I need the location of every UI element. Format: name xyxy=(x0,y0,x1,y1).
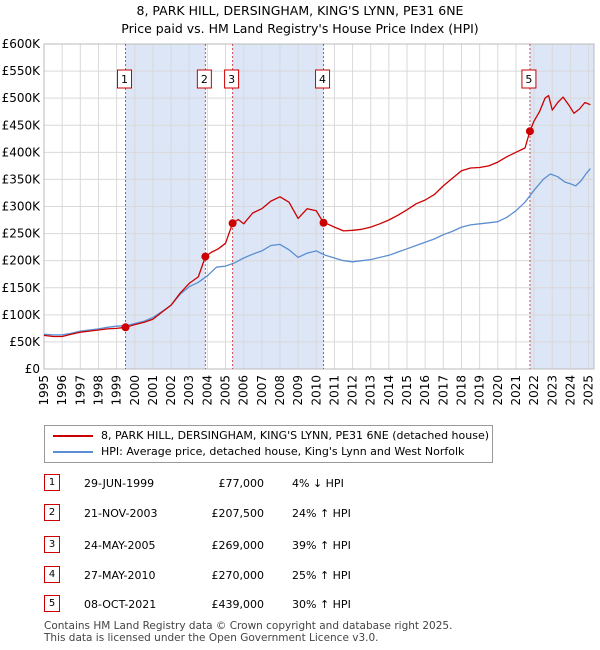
y-tick-label: £500K xyxy=(2,91,42,105)
sale-point xyxy=(319,218,328,227)
transaction-number: 5 xyxy=(44,595,60,612)
x-tick-label: 2015 xyxy=(400,375,414,406)
transaction-price: £439,000 xyxy=(211,598,265,611)
hpi-line xyxy=(43,168,591,336)
transaction-price: £207,500 xyxy=(211,507,265,520)
transaction-price: £77,000 xyxy=(218,477,265,490)
y-tick-label: £0 xyxy=(25,362,40,376)
transaction-date: 24-MAY-2005 xyxy=(84,539,156,552)
x-tick-label: 2024 xyxy=(563,375,577,406)
x-tick-label: 2016 xyxy=(418,375,432,406)
y-tick-label: £200K xyxy=(2,254,42,268)
chart-legend: 8, PARK HILL, DERSINGHAM, KING'S LYNN, P… xyxy=(44,425,493,463)
y-tick-label: £100K xyxy=(2,308,42,322)
x-tick-label: 2022 xyxy=(527,375,541,406)
sale-point xyxy=(525,127,534,136)
x-tick-label: 2021 xyxy=(509,375,523,406)
sale-number-box xyxy=(521,69,537,89)
x-tick-label: 2009 xyxy=(291,375,305,406)
transaction-hpi: 4% ↓ HPI xyxy=(292,477,344,490)
transaction-number: 4 xyxy=(44,566,60,583)
y-tick-label: £450K xyxy=(2,118,42,132)
transaction-number: 2 xyxy=(44,504,60,521)
x-tick-label: 1997 xyxy=(73,375,87,406)
y-tick-label: £250K xyxy=(2,227,42,241)
y-tick-label: £350K xyxy=(2,172,42,186)
price-paid-line xyxy=(43,94,591,338)
x-tick-label: 1995 xyxy=(37,375,51,406)
x-tick-label: 2011 xyxy=(327,375,341,406)
y-tick-label: £600K xyxy=(2,37,42,51)
footer-copyright: Contains HM Land Registry data © Crown c… xyxy=(44,620,453,632)
x-tick-label: 2020 xyxy=(491,375,505,406)
sale-number-box xyxy=(224,69,240,89)
x-tick-label: 2007 xyxy=(255,375,269,406)
sale-point xyxy=(201,252,210,261)
y-tick-label: £400K xyxy=(2,145,42,159)
x-tick-label: 2001 xyxy=(146,375,160,406)
x-tick-label: 2025 xyxy=(582,375,596,406)
transaction-hpi: 25% ↑ HPI xyxy=(292,569,351,582)
x-tick-label: 2010 xyxy=(309,375,323,406)
x-tick-label: 1996 xyxy=(55,375,69,406)
x-tick-label: 2012 xyxy=(346,375,360,406)
sale-number-label: 4 xyxy=(319,73,326,86)
x-tick-label: 1998 xyxy=(91,375,105,406)
sale-point xyxy=(228,219,237,228)
legend-label-hpi: HPI: Average price, detached house, King… xyxy=(101,445,465,458)
x-tick-label: 2005 xyxy=(219,375,233,406)
transaction-date: 21-NOV-2003 xyxy=(84,507,158,520)
transaction-date: 08-OCT-2021 xyxy=(84,598,157,611)
legend-item-hpi: HPI: Average price, detached house, King… xyxy=(53,444,464,460)
sale-number-label: 2 xyxy=(201,73,208,86)
transaction-number: 3 xyxy=(44,536,60,553)
x-tick-label: 2002 xyxy=(164,375,178,406)
legend-swatch-price xyxy=(53,435,93,437)
x-tick-label: 2003 xyxy=(182,375,196,406)
x-tick-label: 2023 xyxy=(545,375,559,406)
transaction-date: 27-MAY-2010 xyxy=(84,569,156,582)
sale-number-label: 3 xyxy=(228,73,235,86)
sale-number-box xyxy=(196,69,212,89)
x-tick-label: 1999 xyxy=(110,375,124,406)
x-tick-label: 2014 xyxy=(382,375,396,406)
transaction-number: 1 xyxy=(44,474,60,491)
legend-label-price: 8, PARK HILL, DERSINGHAM, KING'S LYNN, P… xyxy=(101,429,490,442)
y-tick-label: £300K xyxy=(2,200,42,214)
legend-item-price: 8, PARK HILL, DERSINGHAM, KING'S LYNN, P… xyxy=(53,428,489,444)
x-tick-label: 2006 xyxy=(237,375,251,406)
transaction-hpi: 30% ↑ HPI xyxy=(292,598,351,611)
y-tick-label: £150K xyxy=(2,281,42,295)
footer-licence: This data is licensed under the Open Gov… xyxy=(44,632,379,644)
sale-number-label: 1 xyxy=(121,73,128,86)
chart-subtitle: Price paid vs. HM Land Registry's House … xyxy=(121,21,479,36)
x-tick-label: 2008 xyxy=(273,375,287,406)
transaction-price: £269,000 xyxy=(211,539,265,552)
chart-title: 8, PARK HILL, DERSINGHAM, KING'S LYNN, P… xyxy=(136,3,464,18)
x-tick-label: 2018 xyxy=(454,375,468,406)
x-tick-label: 2019 xyxy=(473,375,487,406)
sale-number-label: 5 xyxy=(525,73,532,86)
x-tick-label: 2004 xyxy=(200,375,214,406)
legend-swatch-hpi xyxy=(53,451,93,453)
sale-number-box xyxy=(117,69,133,89)
plot-border xyxy=(43,43,595,370)
transaction-price: £270,000 xyxy=(211,569,265,582)
x-tick-label: 2013 xyxy=(364,375,378,406)
sale-number-box xyxy=(315,69,331,89)
sale-point xyxy=(121,323,130,332)
y-tick-label: £50K xyxy=(9,335,41,349)
x-tick-label: 2017 xyxy=(436,375,450,406)
y-tick-label: £550K xyxy=(2,64,42,78)
transaction-hpi: 39% ↑ HPI xyxy=(292,539,351,552)
price-chart: £0 £50K £100K £150K £200K £250K £300K £350K £400… xyxy=(2,37,596,406)
transaction-hpi: 24% ↑ HPI xyxy=(292,507,351,520)
transaction-date: 29-JUN-1999 xyxy=(84,477,155,490)
x-tick-label: 2000 xyxy=(128,375,142,406)
